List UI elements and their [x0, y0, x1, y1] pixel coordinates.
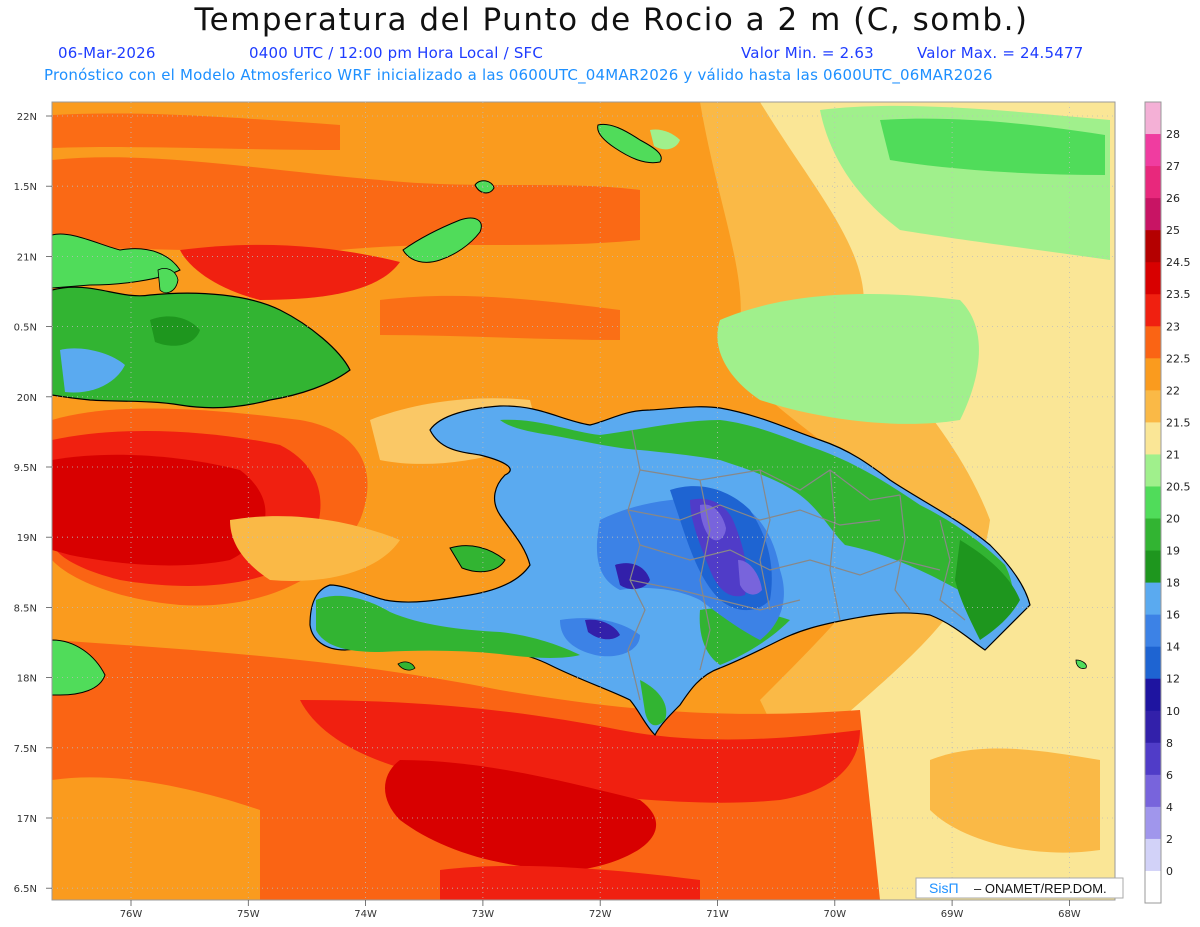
colorbar-label: 23.5 — [1166, 288, 1191, 301]
colorbar-label: 21.5 — [1166, 416, 1191, 429]
lat-label: 18N — [17, 674, 37, 685]
colorbar-swatch — [1145, 166, 1161, 199]
lat-label: 0.5N — [14, 323, 37, 334]
lat-label: 7.5N — [14, 744, 37, 755]
lon-label: 69W — [941, 909, 964, 920]
colorbar-swatch — [1145, 230, 1161, 263]
credit-box: SisΠ – ONAMET/REP.DOM. — [915, 877, 1124, 899]
latitude-axis: 22N 1.5N 21N 0.5N 20N 9.5N 19N 8.5N 18N 7.5N 17N 6.… — [14, 112, 37, 895]
colorbar-label: 8 — [1166, 737, 1173, 750]
colorbar-swatch — [1145, 486, 1161, 520]
colorbar-swatch — [1145, 710, 1161, 744]
colorbar-label: 23 — [1166, 320, 1180, 333]
colorbar-swatch — [1145, 294, 1161, 327]
colorbar-swatch — [1145, 326, 1161, 359]
colorbar-swatch — [1145, 742, 1161, 776]
colorbar-label: 2 — [1166, 833, 1173, 846]
colorbar-swatch — [1145, 870, 1161, 904]
credit-text: – ONAMET/REP.DOM. — [974, 881, 1107, 896]
value-min: Valor Min. = 2.63 — [741, 44, 874, 62]
time-info: 0400 UTC / 12:00 pm Hora Local / SFC — [249, 44, 544, 62]
colorbar-label: 6 — [1166, 769, 1173, 782]
colorbar-label: 19 — [1166, 545, 1180, 558]
colorbar-swatch — [1145, 646, 1161, 680]
colorbar-label: 22.5 — [1166, 352, 1191, 365]
colorbar-swatch — [1145, 454, 1161, 487]
colorbar-label: 18 — [1166, 577, 1180, 590]
colorbar-label: 0 — [1166, 865, 1173, 878]
colorbar-label: 12 — [1166, 673, 1180, 686]
colorbar-swatch — [1145, 198, 1161, 231]
longitude-axis: 76W 75W 74W 73W 72W 71W 70W 69W 68W — [120, 909, 1081, 920]
dewpoint-field — [52, 102, 1115, 900]
lat-label: 17N — [17, 814, 37, 825]
colorbar-label: 20 — [1166, 513, 1180, 526]
colorbar-label: 28 — [1166, 128, 1180, 141]
credit-brand: SisΠ — [929, 880, 959, 896]
colorbar-label: 20.5 — [1166, 480, 1191, 493]
colorbar-label: 10 — [1166, 705, 1180, 718]
lat-label: 8.5N — [14, 603, 37, 614]
lon-label: 71W — [706, 909, 729, 920]
colorbar-swatch — [1145, 614, 1161, 648]
lat-label: 21N — [17, 252, 37, 263]
forecast-date: 06-Mar-2026 — [58, 44, 156, 62]
colorbar-label: 21 — [1166, 448, 1180, 461]
colorbar-swatch — [1145, 262, 1161, 295]
colorbar-label: 22 — [1166, 384, 1180, 397]
colorbar-label: 27 — [1166, 160, 1180, 173]
colorbar-label: 26 — [1166, 192, 1180, 205]
model-info-line: Pronóstico con el Modelo Atmosferico WRF… — [44, 66, 993, 84]
lon-label: 74W — [354, 909, 377, 920]
lon-label: 76W — [120, 909, 143, 920]
lon-label: 70W — [823, 909, 846, 920]
colorbar-swatch — [1145, 582, 1161, 616]
lat-label: 9.5N — [14, 463, 37, 474]
colorbar-label: 24.5 — [1166, 256, 1191, 269]
colorbar-swatch — [1145, 390, 1161, 423]
map-frame — [51, 101, 1116, 901]
colorbar-label: 25 — [1166, 224, 1180, 237]
lat-label: 20N — [17, 393, 37, 404]
colorbar-label: 16 — [1166, 609, 1180, 622]
lon-label: 75W — [237, 909, 260, 920]
colorbar-swatch — [1145, 550, 1161, 584]
colorbar-swatch — [1145, 518, 1161, 552]
colorbar-swatch — [1145, 134, 1161, 167]
lon-label: 72W — [589, 909, 612, 920]
lon-label: 68W — [1058, 909, 1081, 920]
colorbar-swatch — [1145, 806, 1161, 840]
colorbar: 2827262524.523.52322.52221.52120.5201918… — [1144, 101, 1191, 904]
colorbar-swatch — [1145, 422, 1161, 455]
value-max: Valor Max. = 24.5477 — [917, 44, 1084, 62]
colorbar-swatch — [1145, 678, 1161, 712]
lon-label: 73W — [472, 909, 495, 920]
colorbar-label: 4 — [1166, 801, 1173, 814]
lat-label: 1.5N — [14, 182, 37, 193]
colorbar-swatch — [1145, 102, 1161, 135]
lat-label: 22N — [17, 112, 37, 123]
map-title: Temperatura del Punto de Rocio a 2 m (C,… — [194, 2, 1029, 38]
colorbar-swatch — [1145, 358, 1161, 391]
colorbar-swatch — [1145, 838, 1161, 872]
lat-label: 6.5N — [14, 884, 37, 895]
lat-label: 19N — [17, 533, 37, 544]
colorbar-label: 14 — [1166, 641, 1180, 654]
colorbar-swatch — [1145, 774, 1161, 808]
